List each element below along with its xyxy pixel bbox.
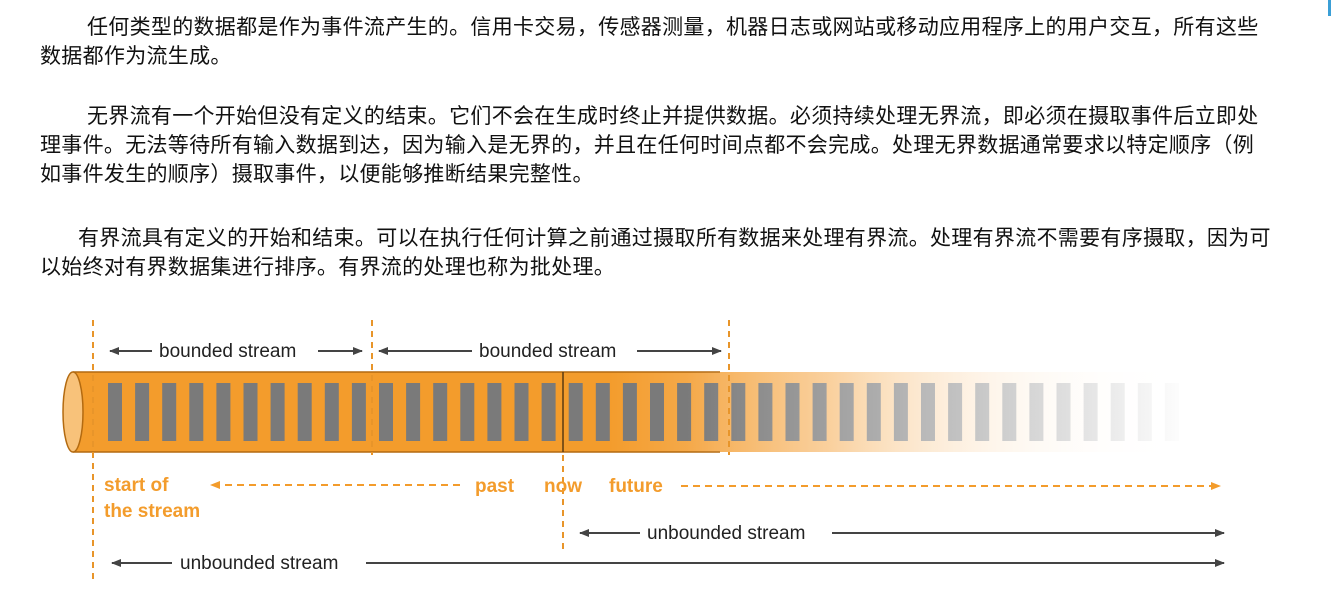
- past-label: past: [475, 476, 515, 497]
- top-right-accent: [1328, 0, 1331, 16]
- unbounded-stream-label-now: unbounded stream: [647, 523, 805, 544]
- tube-fade-overlay: [73, 372, 1188, 452]
- paragraph-unbounded-streams: 无界流有一个开始但没有定义的结束。它们不会在生成时终止并提供数据。必须持续处理无…: [40, 104, 1259, 186]
- start-label-line2: the stream: [104, 501, 200, 522]
- paragraph-event-streams: 任何类型的数据都是作为事件流产生的。信用卡交易，传感器测量，机器日志或网站或移动…: [40, 15, 1259, 68]
- bounded-stream-label-1: bounded stream: [159, 341, 296, 362]
- unbounded-stream-label-start: unbounded stream: [180, 553, 338, 574]
- future-label: future: [609, 476, 663, 497]
- bounded-stream-label-2: bounded stream: [479, 341, 616, 362]
- paragraph-bounded-streams: 有界流具有定义的开始和结束。可以在执行任何计算之前通过摄取所有数据来处理有界流。…: [40, 226, 1271, 279]
- now-label: now: [544, 476, 582, 497]
- start-label-line1: start of: [104, 475, 169, 496]
